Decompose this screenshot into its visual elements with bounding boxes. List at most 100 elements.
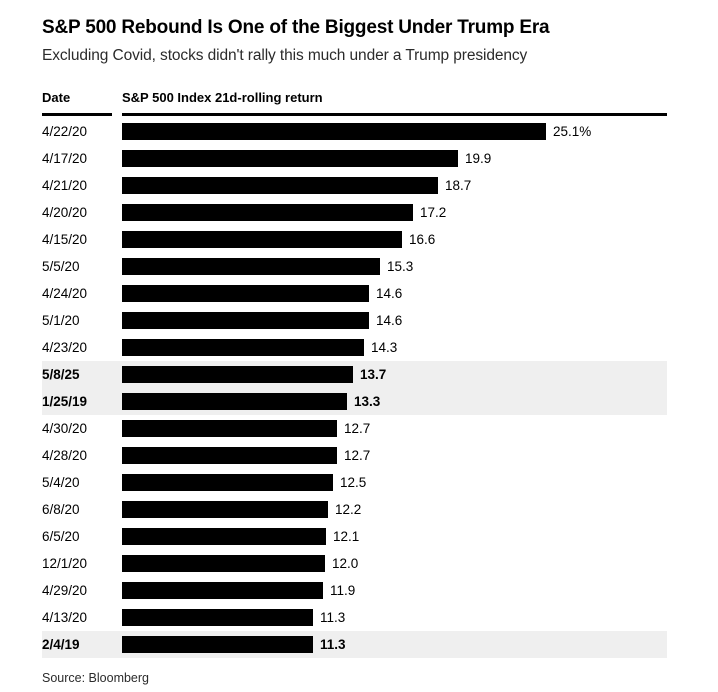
value-label: 25.1% xyxy=(553,123,592,139)
date-label: 4/15/20 xyxy=(42,231,88,247)
bar-track: 15.3 xyxy=(122,253,667,280)
chart-row: 4/17/20 19.9 xyxy=(42,145,667,172)
bar-track: 11.9 xyxy=(122,577,667,604)
bar-track: 12.5 xyxy=(122,469,667,496)
chart-rows: 4/22/20 25.1% 4/17/20 19.9 4/21/20 18.7 … xyxy=(42,118,667,658)
bar-track: 11.3 xyxy=(122,604,667,631)
bar-track: 17.2 xyxy=(122,199,667,226)
value-label: 17.2 xyxy=(420,204,447,220)
bar-track: 16.6 xyxy=(122,226,667,253)
bar-track: 25.1% xyxy=(122,118,667,145)
bar xyxy=(122,473,333,491)
value-label: 12.7 xyxy=(344,420,371,436)
bar-track: 14.6 xyxy=(122,280,667,307)
bar xyxy=(122,203,413,221)
bar xyxy=(122,527,326,545)
date-label: 4/13/20 xyxy=(42,609,88,625)
value-label: 11.3 xyxy=(320,636,346,652)
chart-row: 4/28/20 12.7 xyxy=(42,442,667,469)
date-label: 5/8/25 xyxy=(42,366,80,382)
value-label: 12.2 xyxy=(335,501,362,517)
date-label: 4/22/20 xyxy=(42,123,88,139)
bar xyxy=(122,635,313,653)
chart-row: 6/8/20 12.2 xyxy=(42,496,667,523)
chart-row: 5/4/20 12.5 xyxy=(42,469,667,496)
chart-row: 12/1/20 12.0 xyxy=(42,550,667,577)
bar xyxy=(122,554,325,572)
chart-row: 5/8/25 13.7 xyxy=(42,360,667,388)
value-label: 14.6 xyxy=(376,312,403,328)
date-label: 4/30/20 xyxy=(42,420,88,436)
bar-track: 18.7 xyxy=(122,172,667,199)
value-label: 15.3 xyxy=(387,258,414,274)
date-label: 4/17/20 xyxy=(42,150,88,166)
date-label: 4/23/20 xyxy=(42,339,88,355)
bar-track: 14.3 xyxy=(122,334,667,361)
date-label: 6/8/20 xyxy=(42,501,80,517)
value-label: 12.5 xyxy=(340,474,367,490)
bar xyxy=(122,284,369,302)
date-label: 4/29/20 xyxy=(42,582,88,598)
bar xyxy=(122,122,546,140)
date-label: 4/21/20 xyxy=(42,177,88,193)
chart-row: 6/5/20 12.1 xyxy=(42,523,667,550)
chart-row: 4/21/20 18.7 xyxy=(42,172,667,199)
value-column-header: S&P 500 Index 21d-rolling return xyxy=(122,90,667,116)
chart-row: 5/5/20 15.3 xyxy=(42,253,667,280)
date-label: 4/20/20 xyxy=(42,204,88,220)
bar xyxy=(122,419,337,437)
bar-track: 12.0 xyxy=(122,550,667,577)
bar xyxy=(122,257,380,275)
date-column-header: Date xyxy=(42,90,112,116)
bar-track: 13.3 xyxy=(122,388,667,415)
bar xyxy=(122,149,458,167)
date-label: 12/1/20 xyxy=(42,555,88,571)
bar xyxy=(122,365,353,383)
bar-track: 14.6 xyxy=(122,307,667,334)
value-label: 12.0 xyxy=(332,555,359,571)
date-label: 5/1/20 xyxy=(42,312,80,328)
bar xyxy=(122,176,438,194)
bar-track: 13.7 xyxy=(122,361,667,388)
value-label: 11.3 xyxy=(320,609,346,625)
date-label: 4/28/20 xyxy=(42,447,88,463)
value-label: 16.6 xyxy=(409,231,436,247)
chart-row: 1/25/19 13.3 xyxy=(42,387,667,415)
bar-track: 11.3 xyxy=(122,631,667,658)
source-note: Source: Bloomberg xyxy=(42,670,150,685)
value-label: 18.7 xyxy=(445,177,472,193)
bar xyxy=(122,230,402,248)
bar xyxy=(122,446,337,464)
bar xyxy=(122,338,364,356)
chart-row: 4/22/20 25.1% xyxy=(42,118,667,145)
date-label: 1/25/19 xyxy=(42,393,88,409)
bar-track: 12.2 xyxy=(122,496,667,523)
value-label: 12.1 xyxy=(333,528,360,544)
value-label: 19.9 xyxy=(465,150,492,166)
value-label: 13.3 xyxy=(354,393,381,409)
chart-row: 4/13/20 11.3 xyxy=(42,604,667,631)
chart-row: 4/29/20 11.9 xyxy=(42,577,667,604)
bar xyxy=(122,581,323,599)
chart-row: 2/4/19 11.3 xyxy=(42,630,667,658)
chart-row: 4/20/20 17.2 xyxy=(42,199,667,226)
chart-row: 4/15/20 16.6 xyxy=(42,226,667,253)
chart-title: S&P 500 Rebound Is One of the Biggest Un… xyxy=(42,17,550,38)
value-label: 12.7 xyxy=(344,447,371,463)
bar xyxy=(122,608,313,626)
value-label: 14.6 xyxy=(376,285,403,301)
table-header: Date S&P 500 Index 21d-rolling return xyxy=(42,90,667,116)
date-label: 4/24/20 xyxy=(42,285,88,301)
bar xyxy=(122,392,347,410)
bar-track: 12.7 xyxy=(122,442,667,469)
date-label: 5/5/20 xyxy=(42,258,80,274)
date-label: 2/4/19 xyxy=(42,636,80,652)
chart-row: 4/23/20 14.3 xyxy=(42,334,667,361)
value-label: 14.3 xyxy=(371,339,398,355)
chart-row: 4/30/20 12.7 xyxy=(42,415,667,442)
value-label: 13.7 xyxy=(360,366,387,382)
chart-row: 5/1/20 14.6 xyxy=(42,307,667,334)
chart-subtitle: Excluding Covid, stocks didn't rally thi… xyxy=(42,46,528,64)
date-label: 5/4/20 xyxy=(42,474,80,490)
